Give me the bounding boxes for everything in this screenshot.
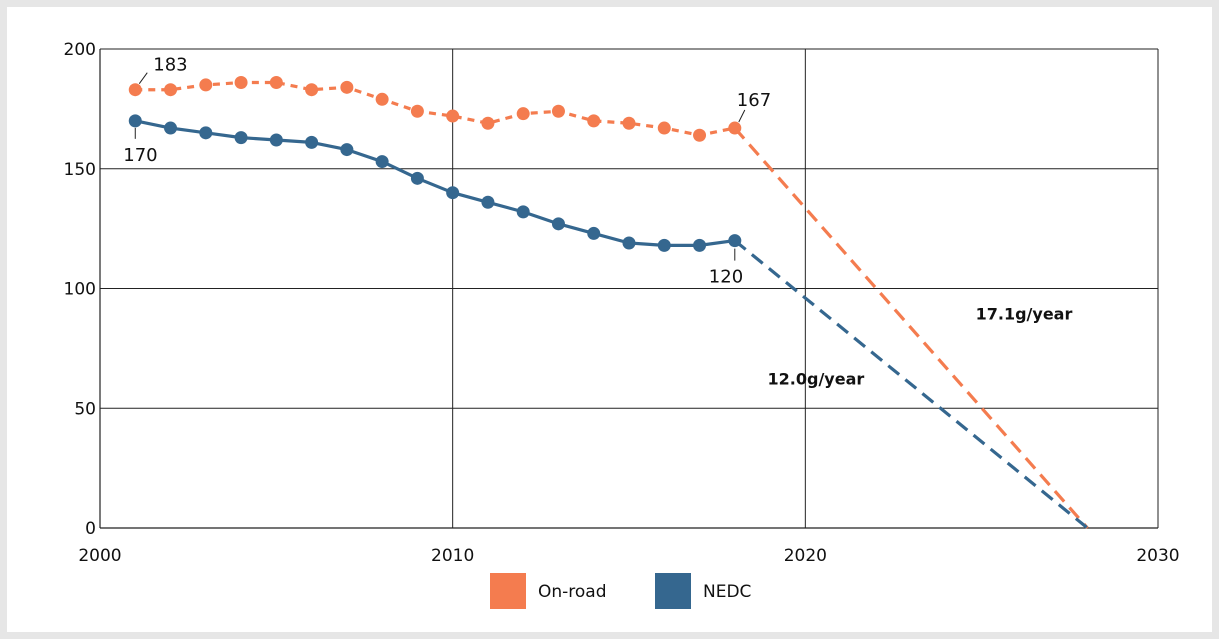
data-point-on-road [622, 116, 636, 130]
projection-line-nedc [733, 239, 1089, 530]
data-point-nedc [199, 126, 213, 140]
data-point-on-road [481, 116, 495, 130]
data-point-on-road [340, 80, 354, 94]
y-tick-label: 100 [64, 280, 96, 300]
data-point-nedc [728, 234, 742, 248]
data-point-on-road [587, 114, 601, 128]
data-label: 183 [153, 55, 187, 76]
data-point-nedc [340, 143, 354, 157]
data-point-on-road [305, 83, 319, 97]
series-line-nedc [134, 119, 736, 247]
data-point-on-road [375, 92, 389, 106]
data-point-on-road [446, 109, 460, 123]
data-point-nedc [587, 226, 601, 240]
data-point-nedc [481, 195, 495, 209]
data-point-on-road [269, 76, 283, 90]
x-tick-label: 2000 [78, 546, 121, 566]
data-point-on-road [128, 83, 142, 97]
data-label-leader [138, 72, 148, 85]
data-point-on-road [728, 121, 742, 135]
data-label: 170 [123, 145, 157, 166]
data-point-on-road [693, 128, 707, 142]
chart-canvas: 0 50 100 150 200 2000 2010 2020 2030 17.1g/year 12… [7, 7, 1212, 632]
data-point-on-road [234, 76, 248, 90]
y-tick-label: 50 [74, 399, 96, 419]
data-point-nedc [375, 155, 389, 169]
data-point-nedc [693, 238, 707, 252]
projection-line-on-road [733, 126, 1089, 530]
data-point-nedc [446, 186, 460, 200]
x-tick-label: 2010 [431, 546, 474, 566]
data-point-nedc [269, 133, 283, 147]
data-point-on-road [164, 83, 178, 97]
data-point-nedc [234, 131, 248, 145]
data-point-nedc [164, 121, 178, 135]
projection-label-nedc: 12.0g/year [768, 369, 865, 388]
data-point-on-road [410, 104, 424, 118]
data-point-nedc [128, 114, 142, 128]
data-label: 167 [737, 90, 771, 111]
data-point-on-road [199, 78, 213, 92]
data-point-nedc [551, 217, 565, 231]
data-label: 120 [709, 267, 743, 288]
legend-swatch-nedc [655, 573, 691, 609]
data-point-nedc [516, 205, 530, 219]
x-tick-label: 2020 [784, 546, 827, 566]
legend-label-on-road: On-road [538, 582, 607, 602]
y-tick-label: 200 [64, 40, 96, 60]
legend-swatch-on-road [490, 573, 526, 609]
data-point-on-road [516, 107, 530, 121]
data-point-on-road [551, 104, 565, 118]
y-tick-label: 150 [64, 160, 96, 180]
y-tick-label: 0 [85, 519, 96, 539]
projection-label-on-road: 17.1g/year [976, 305, 1073, 324]
x-tick-label: 2030 [1136, 546, 1179, 566]
data-point-nedc [305, 135, 319, 149]
data-label-leader [738, 109, 746, 123]
data-point-nedc [410, 171, 424, 185]
legend-label-nedc: NEDC [703, 582, 751, 602]
data-point-on-road [657, 121, 671, 135]
line-chart: 0 50 100 150 200 2000 2010 2020 2030 17.1g/year 12… [64, 40, 1180, 609]
data-point-nedc [622, 236, 636, 250]
series-line-on-road [135, 80, 736, 137]
data-point-nedc [657, 238, 671, 252]
